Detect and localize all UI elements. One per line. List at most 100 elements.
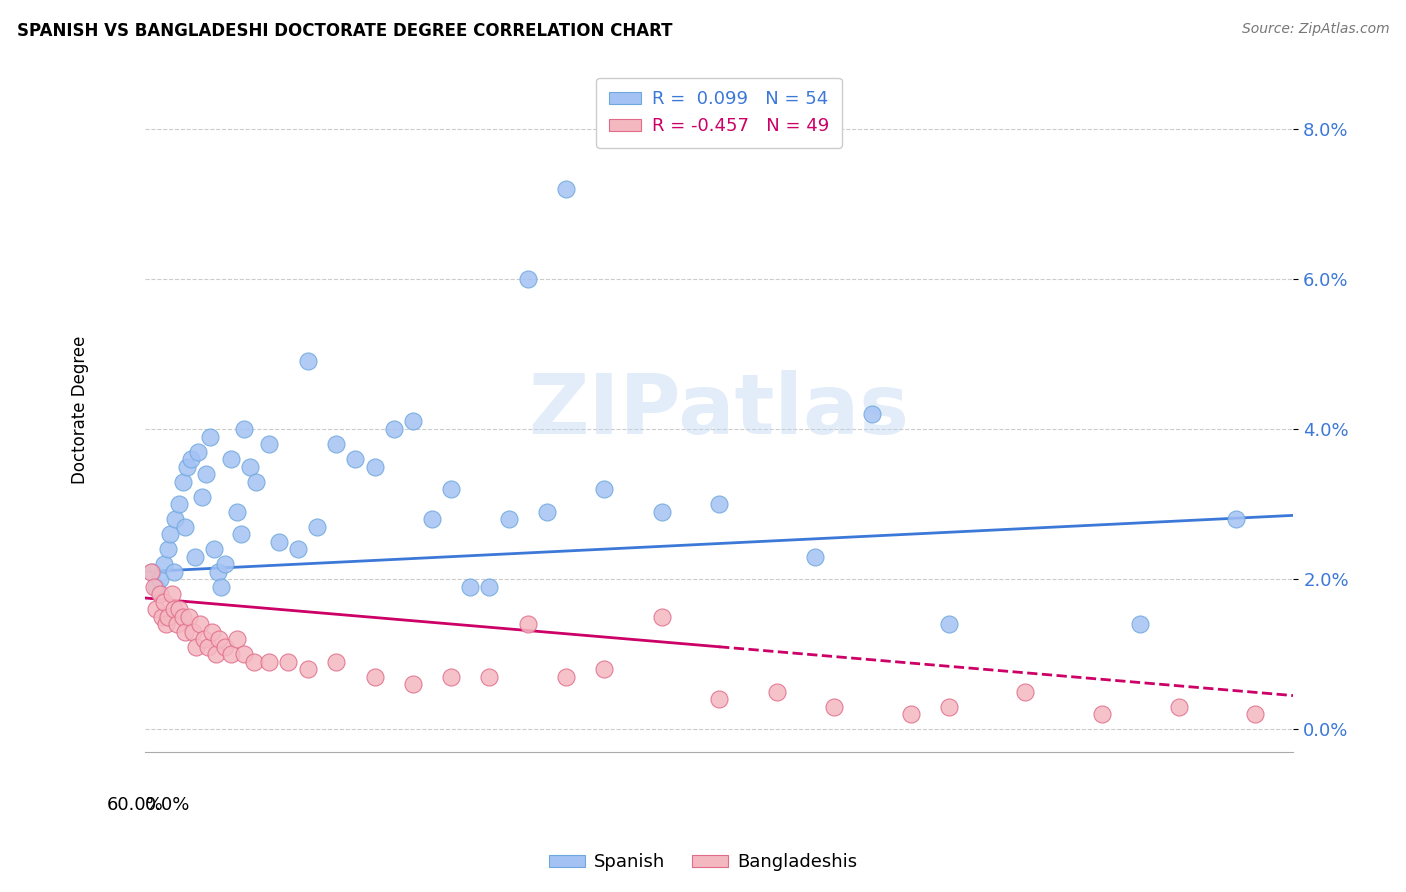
Point: [243, 655, 266, 669]
Point: [172, 475, 194, 489]
Point: [181, 624, 204, 639]
Point: [277, 655, 299, 669]
Point: [297, 662, 319, 676]
Point: [155, 617, 177, 632]
Point: [162, 565, 184, 579]
Point: [165, 512, 187, 526]
Point: [555, 182, 578, 196]
Text: Source: ZipAtlas.com: Source: ZipAtlas.com: [1241, 22, 1389, 37]
Point: [938, 699, 960, 714]
Point: [823, 699, 845, 714]
Point: [440, 670, 463, 684]
Point: [478, 580, 501, 594]
Point: [209, 580, 232, 594]
Text: SPANISH VS BANGLADESHI DOCTORATE DEGREE CORRELATION CHART: SPANISH VS BANGLADESHI DOCTORATE DEGREE …: [17, 22, 672, 40]
Point: [1244, 707, 1267, 722]
Point: [938, 617, 960, 632]
Point: [651, 609, 673, 624]
Point: [149, 572, 172, 586]
Point: [344, 452, 367, 467]
Point: [516, 272, 538, 286]
Point: [765, 685, 787, 699]
Y-axis label: Doctorate Degree: Doctorate Degree: [72, 336, 89, 484]
Point: [287, 542, 309, 557]
Point: [707, 497, 730, 511]
Point: [153, 595, 176, 609]
Point: [174, 519, 197, 533]
Point: [245, 475, 267, 489]
Point: [225, 632, 247, 647]
Point: [202, 542, 225, 557]
Point: [239, 459, 262, 474]
Point: [593, 482, 616, 496]
Point: [160, 587, 183, 601]
Point: [440, 482, 463, 496]
Point: [167, 497, 190, 511]
Point: [860, 407, 883, 421]
Point: [1225, 512, 1247, 526]
Point: [498, 512, 520, 526]
Point: [166, 617, 188, 632]
Text: 0.0%: 0.0%: [145, 797, 190, 814]
Point: [177, 609, 200, 624]
Point: [363, 459, 385, 474]
Legend: R =  0.099   N = 54, R = -0.457   N = 49: R = 0.099 N = 54, R = -0.457 N = 49: [596, 78, 842, 148]
Point: [204, 648, 226, 662]
Point: [191, 490, 214, 504]
Point: [188, 617, 211, 632]
Point: [651, 505, 673, 519]
Point: [593, 662, 616, 676]
Point: [229, 527, 252, 541]
Point: [143, 580, 166, 594]
Text: 60.0%: 60.0%: [107, 797, 165, 814]
Point: [536, 505, 558, 519]
Point: [325, 655, 347, 669]
Point: [176, 459, 198, 474]
Point: [219, 452, 242, 467]
Point: [257, 655, 280, 669]
Point: [172, 609, 194, 624]
Point: [707, 692, 730, 706]
Point: [187, 444, 209, 458]
Point: [156, 609, 179, 624]
Point: [267, 534, 290, 549]
Point: [478, 670, 501, 684]
Point: [1167, 699, 1189, 714]
Point: [145, 602, 167, 616]
Point: [219, 648, 242, 662]
Point: [420, 512, 443, 526]
Point: [167, 602, 190, 616]
Point: [195, 467, 218, 481]
Point: [297, 354, 319, 368]
Point: [150, 609, 173, 624]
Point: [382, 422, 405, 436]
Point: [174, 624, 197, 639]
Text: ZIPatlas: ZIPatlas: [529, 369, 910, 450]
Point: [156, 542, 179, 557]
Point: [141, 565, 163, 579]
Point: [139, 565, 162, 579]
Point: [1129, 617, 1152, 632]
Legend: Spanish, Bangladeshis: Spanish, Bangladeshis: [541, 847, 865, 879]
Point: [145, 580, 167, 594]
Point: [214, 557, 236, 571]
Point: [180, 452, 202, 467]
Point: [198, 429, 221, 443]
Point: [183, 549, 205, 564]
Point: [402, 677, 425, 691]
Point: [257, 437, 280, 451]
Point: [325, 437, 347, 451]
Point: [193, 632, 215, 647]
Point: [162, 602, 184, 616]
Point: [214, 640, 236, 654]
Point: [363, 670, 385, 684]
Point: [1014, 685, 1036, 699]
Point: [804, 549, 827, 564]
Point: [197, 640, 219, 654]
Point: [186, 640, 208, 654]
Point: [149, 587, 172, 601]
Point: [555, 670, 578, 684]
Point: [153, 557, 176, 571]
Point: [207, 565, 229, 579]
Point: [307, 519, 329, 533]
